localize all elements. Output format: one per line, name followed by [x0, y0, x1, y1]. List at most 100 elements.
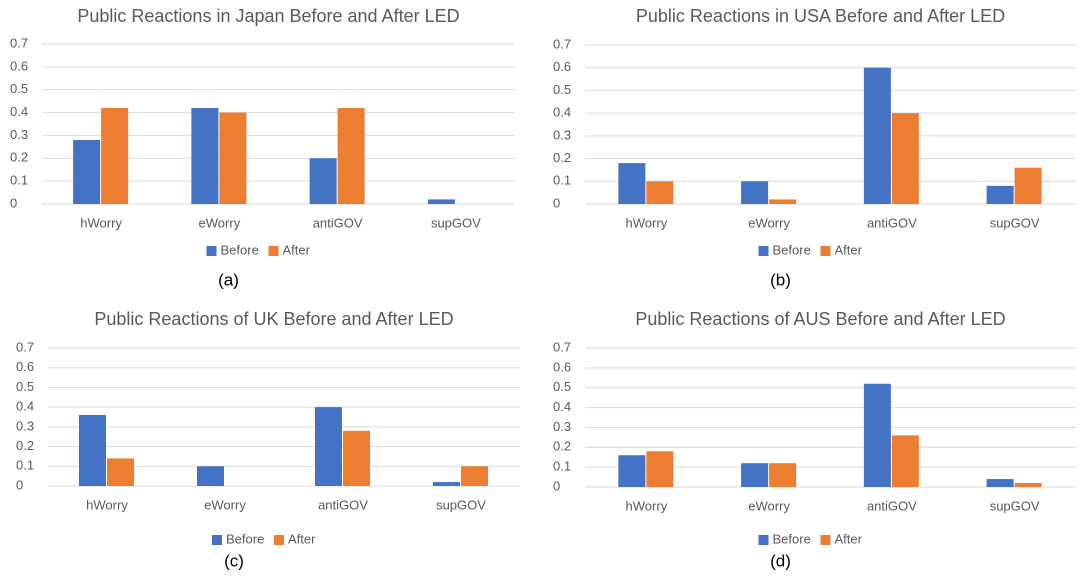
y-tick-label: 0.1 — [553, 459, 571, 474]
x-tick-label: hWorry — [626, 215, 668, 230]
legend-swatch — [206, 246, 217, 256]
legend-label: Before — [221, 242, 259, 257]
y-tick-label: 0.3 — [16, 418, 34, 433]
y-tick-label: 0.3 — [10, 127, 28, 142]
bar — [891, 113, 919, 204]
caption: (a) — [218, 270, 239, 289]
legend-swatch — [820, 535, 831, 545]
x-tick-label: eWorry — [748, 498, 790, 513]
chart-title: Public Reactions in USA Before and After… — [636, 6, 1005, 26]
x-tick-label: antiGOV — [867, 215, 917, 230]
legend-swatch — [212, 535, 222, 545]
bar — [197, 466, 224, 486]
y-tick-label: 0.1 — [16, 458, 34, 473]
y-tick-label: 0.6 — [16, 359, 34, 374]
caption: (c) — [224, 551, 244, 570]
legend-swatch — [274, 535, 284, 545]
legend-label: After — [835, 242, 863, 257]
legend-swatch — [820, 246, 831, 256]
y-tick-label: 0.6 — [553, 59, 571, 74]
y-tick-label: 0.7 — [553, 339, 571, 354]
y-tick-label: 0.1 — [553, 173, 571, 188]
y-tick-label: 0.6 — [10, 58, 28, 73]
y-tick-label: 0 — [553, 195, 560, 210]
caption: (b) — [770, 270, 791, 289]
y-tick-label: 0 — [10, 195, 17, 210]
x-tick-label: eWorry — [204, 497, 246, 512]
x-tick-label: supGOV — [436, 497, 486, 512]
y-tick-label: 0.2 — [553, 439, 571, 454]
y-tick-label: 0.7 — [10, 35, 28, 50]
x-tick-label: hWorry — [86, 497, 128, 512]
bar — [337, 108, 365, 204]
x-tick-label: antiGOV — [318, 497, 368, 512]
y-tick-label: 0.7 — [553, 36, 571, 51]
bar — [646, 451, 674, 487]
y-tick-label: 0.4 — [16, 399, 34, 414]
x-tick-label: hWorry — [80, 215, 122, 230]
bar — [79, 415, 106, 486]
bar — [315, 407, 342, 486]
bar — [219, 112, 247, 204]
x-tick-label: antiGOV — [867, 498, 917, 513]
bar — [309, 158, 337, 204]
x-tick-label: eWorry — [199, 215, 241, 230]
bar — [1014, 483, 1042, 487]
x-tick-label: hWorry — [626, 498, 668, 513]
y-tick-label: 0.5 — [10, 81, 28, 96]
y-tick-label: 0.7 — [16, 339, 34, 354]
x-tick-label: supGOV — [990, 215, 1040, 230]
y-tick-label: 0.2 — [16, 438, 34, 453]
y-tick-label: 0 — [553, 478, 560, 493]
y-tick-label: 0.5 — [16, 379, 34, 394]
bar — [863, 383, 891, 487]
caption: (d) — [770, 551, 791, 570]
legend-swatch — [268, 246, 279, 256]
y-tick-label: 0.2 — [553, 150, 571, 165]
bar — [863, 67, 891, 204]
y-tick-label: 0.3 — [553, 127, 571, 142]
bar — [769, 463, 797, 487]
chart-title: Public Reactions of AUS Before and After… — [635, 309, 1005, 329]
legend-label: Before — [226, 531, 264, 546]
bar — [101, 108, 129, 204]
bar — [891, 435, 919, 487]
bar — [343, 430, 370, 486]
bar — [1014, 167, 1042, 204]
legend-label: Before — [773, 531, 811, 546]
legend-swatch — [758, 535, 769, 545]
x-tick-label: eWorry — [748, 215, 790, 230]
bar — [618, 163, 646, 204]
legend-label: After — [288, 531, 316, 546]
legend-label: After — [835, 531, 863, 546]
y-tick-label: 0.4 — [553, 399, 571, 414]
y-tick-label: 0.5 — [553, 82, 571, 97]
bar — [986, 479, 1014, 487]
y-tick-label: 0.2 — [10, 150, 28, 165]
y-tick-label: 0 — [16, 477, 23, 492]
y-tick-label: 0.1 — [10, 173, 28, 188]
bar — [741, 463, 769, 487]
bar — [427, 199, 455, 204]
bar — [433, 482, 460, 486]
bar — [741, 181, 769, 204]
chart-title: Public Reactions in Japan Before and Aft… — [77, 6, 459, 26]
y-tick-label: 0.3 — [553, 419, 571, 434]
bar — [73, 140, 101, 204]
bar — [646, 181, 674, 204]
bar — [191, 108, 219, 204]
bar — [107, 458, 134, 486]
x-tick-label: supGOV — [990, 498, 1040, 513]
x-tick-label: antiGOV — [313, 215, 363, 230]
legend-label: Before — [773, 242, 811, 257]
bar — [769, 199, 797, 204]
y-tick-label: 0.6 — [553, 359, 571, 374]
legend-swatch — [758, 246, 769, 256]
bar — [986, 185, 1014, 204]
legend-label: After — [283, 242, 311, 257]
bar — [618, 455, 646, 487]
y-tick-label: 0.4 — [10, 104, 28, 119]
y-tick-label: 0.5 — [553, 379, 571, 394]
x-tick-label: supGOV — [431, 215, 481, 230]
